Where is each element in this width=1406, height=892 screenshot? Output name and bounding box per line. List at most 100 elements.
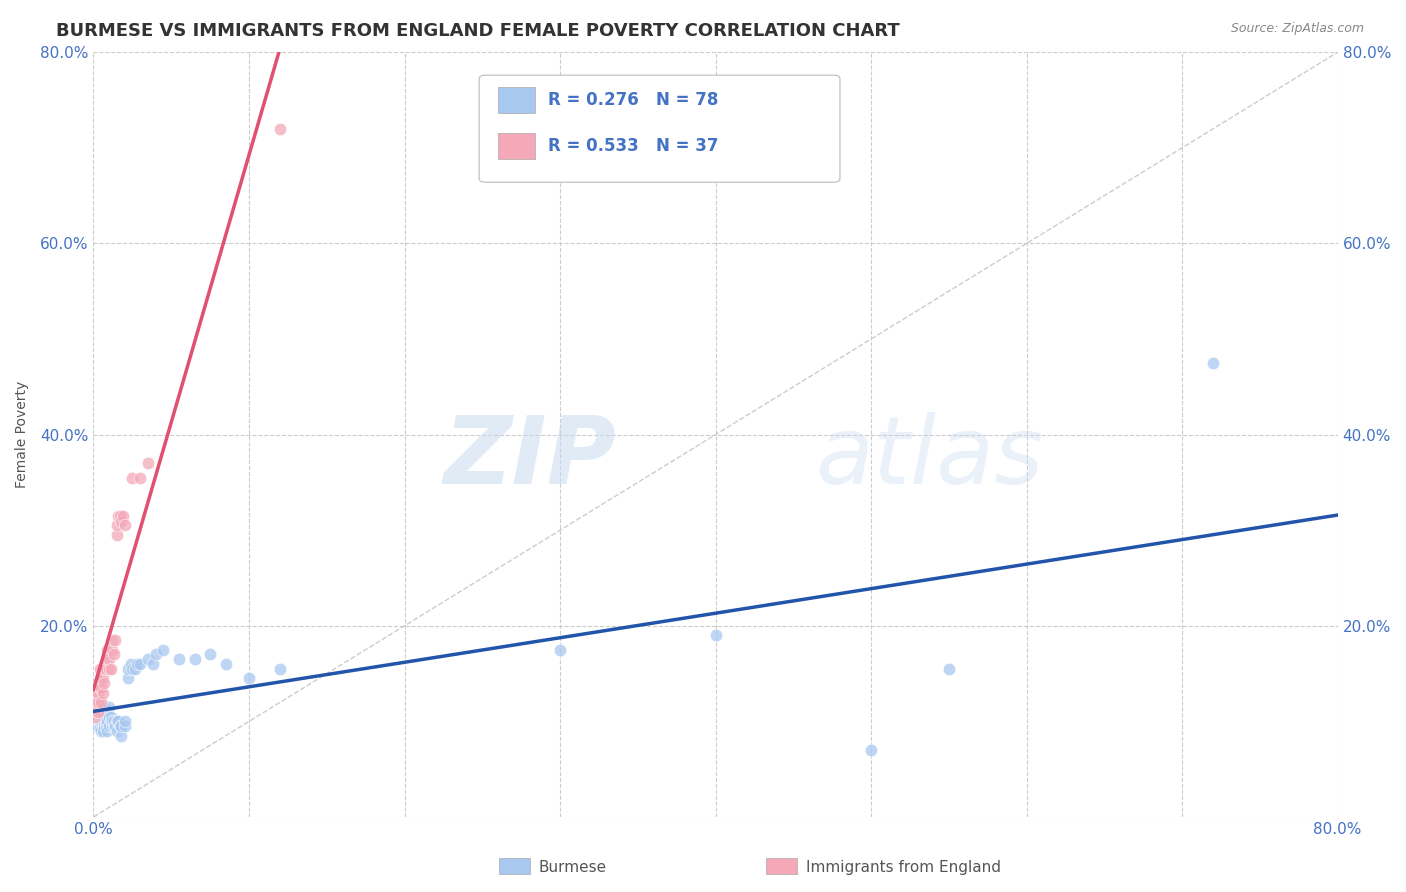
Point bbox=[860, 743, 883, 757]
Point bbox=[90, 695, 112, 709]
Point bbox=[124, 662, 146, 676]
Text: ZIP: ZIP bbox=[443, 411, 616, 504]
Point bbox=[98, 652, 121, 666]
Point bbox=[87, 695, 110, 709]
Point bbox=[125, 657, 148, 671]
Point bbox=[90, 714, 112, 729]
Text: Immigrants from England: Immigrants from England bbox=[806, 860, 1001, 874]
Point bbox=[86, 700, 108, 714]
Point bbox=[93, 662, 115, 676]
Point bbox=[103, 648, 125, 662]
Point bbox=[704, 628, 727, 642]
Point bbox=[93, 719, 115, 733]
Point bbox=[89, 700, 111, 714]
Point bbox=[269, 121, 291, 136]
Point bbox=[96, 652, 118, 666]
Point bbox=[87, 709, 110, 723]
Point bbox=[101, 714, 124, 729]
Point bbox=[89, 672, 111, 686]
Point bbox=[91, 723, 114, 738]
Point bbox=[90, 723, 112, 738]
Point bbox=[87, 705, 110, 719]
Point bbox=[105, 528, 128, 542]
Point bbox=[90, 709, 112, 723]
Point bbox=[84, 709, 107, 723]
Point bbox=[86, 695, 108, 709]
Point bbox=[129, 470, 152, 484]
Point bbox=[90, 681, 112, 695]
Point bbox=[93, 700, 115, 714]
FancyBboxPatch shape bbox=[479, 75, 839, 182]
Point bbox=[111, 508, 134, 523]
Point bbox=[938, 662, 960, 676]
Point bbox=[98, 700, 121, 714]
Point bbox=[89, 709, 111, 723]
Point bbox=[107, 714, 129, 729]
Point bbox=[91, 700, 114, 714]
Point bbox=[98, 662, 121, 676]
Point bbox=[238, 672, 260, 686]
Point bbox=[100, 714, 122, 729]
Point bbox=[89, 719, 111, 733]
Point bbox=[101, 719, 124, 733]
Point bbox=[89, 714, 111, 729]
Point bbox=[93, 714, 115, 729]
Point bbox=[98, 709, 121, 723]
Point bbox=[105, 723, 128, 738]
Point bbox=[91, 714, 114, 729]
Text: BURMESE VS IMMIGRANTS FROM ENGLAND FEMALE POVERTY CORRELATION CHART: BURMESE VS IMMIGRANTS FROM ENGLAND FEMAL… bbox=[56, 22, 900, 40]
Text: Burmese: Burmese bbox=[538, 860, 606, 874]
Point bbox=[108, 719, 131, 733]
Text: atlas: atlas bbox=[815, 412, 1043, 503]
Point bbox=[145, 648, 167, 662]
Y-axis label: Female Poverty: Female Poverty bbox=[15, 381, 30, 488]
Point bbox=[94, 714, 117, 729]
Point bbox=[87, 705, 110, 719]
Point bbox=[167, 652, 190, 666]
Point bbox=[100, 709, 122, 723]
Point bbox=[89, 681, 111, 695]
Text: R = 0.276   N = 78: R = 0.276 N = 78 bbox=[547, 91, 718, 109]
Point bbox=[96, 642, 118, 657]
Point bbox=[183, 652, 205, 666]
Point bbox=[87, 686, 110, 700]
Point bbox=[101, 642, 124, 657]
Point bbox=[87, 714, 110, 729]
Point bbox=[110, 514, 132, 528]
Point bbox=[94, 719, 117, 733]
Point bbox=[87, 690, 110, 705]
Text: Source: ZipAtlas.com: Source: ZipAtlas.com bbox=[1230, 22, 1364, 36]
Point bbox=[86, 714, 108, 729]
Point bbox=[121, 470, 143, 484]
Point bbox=[136, 652, 159, 666]
Point bbox=[94, 662, 117, 676]
Point bbox=[120, 657, 142, 671]
FancyBboxPatch shape bbox=[498, 133, 536, 160]
Point bbox=[101, 633, 124, 648]
Point bbox=[107, 508, 129, 523]
Point bbox=[91, 686, 114, 700]
Point bbox=[269, 662, 291, 676]
Point bbox=[84, 705, 107, 719]
Point bbox=[94, 709, 117, 723]
Point bbox=[105, 518, 128, 533]
Point bbox=[96, 714, 118, 729]
Point bbox=[1202, 356, 1225, 370]
Point bbox=[548, 642, 571, 657]
Point bbox=[89, 662, 111, 676]
Point bbox=[86, 690, 108, 705]
Point bbox=[136, 456, 159, 470]
Point bbox=[86, 700, 108, 714]
Point bbox=[152, 642, 174, 657]
Point bbox=[114, 518, 136, 533]
Point bbox=[114, 719, 136, 733]
Point bbox=[110, 719, 132, 733]
Point bbox=[198, 648, 221, 662]
Point bbox=[110, 729, 132, 743]
Point bbox=[87, 700, 110, 714]
Point bbox=[91, 705, 114, 719]
Point bbox=[96, 723, 118, 738]
Text: R = 0.533   N = 37: R = 0.533 N = 37 bbox=[547, 136, 718, 154]
Point bbox=[100, 662, 122, 676]
Point bbox=[90, 705, 112, 719]
